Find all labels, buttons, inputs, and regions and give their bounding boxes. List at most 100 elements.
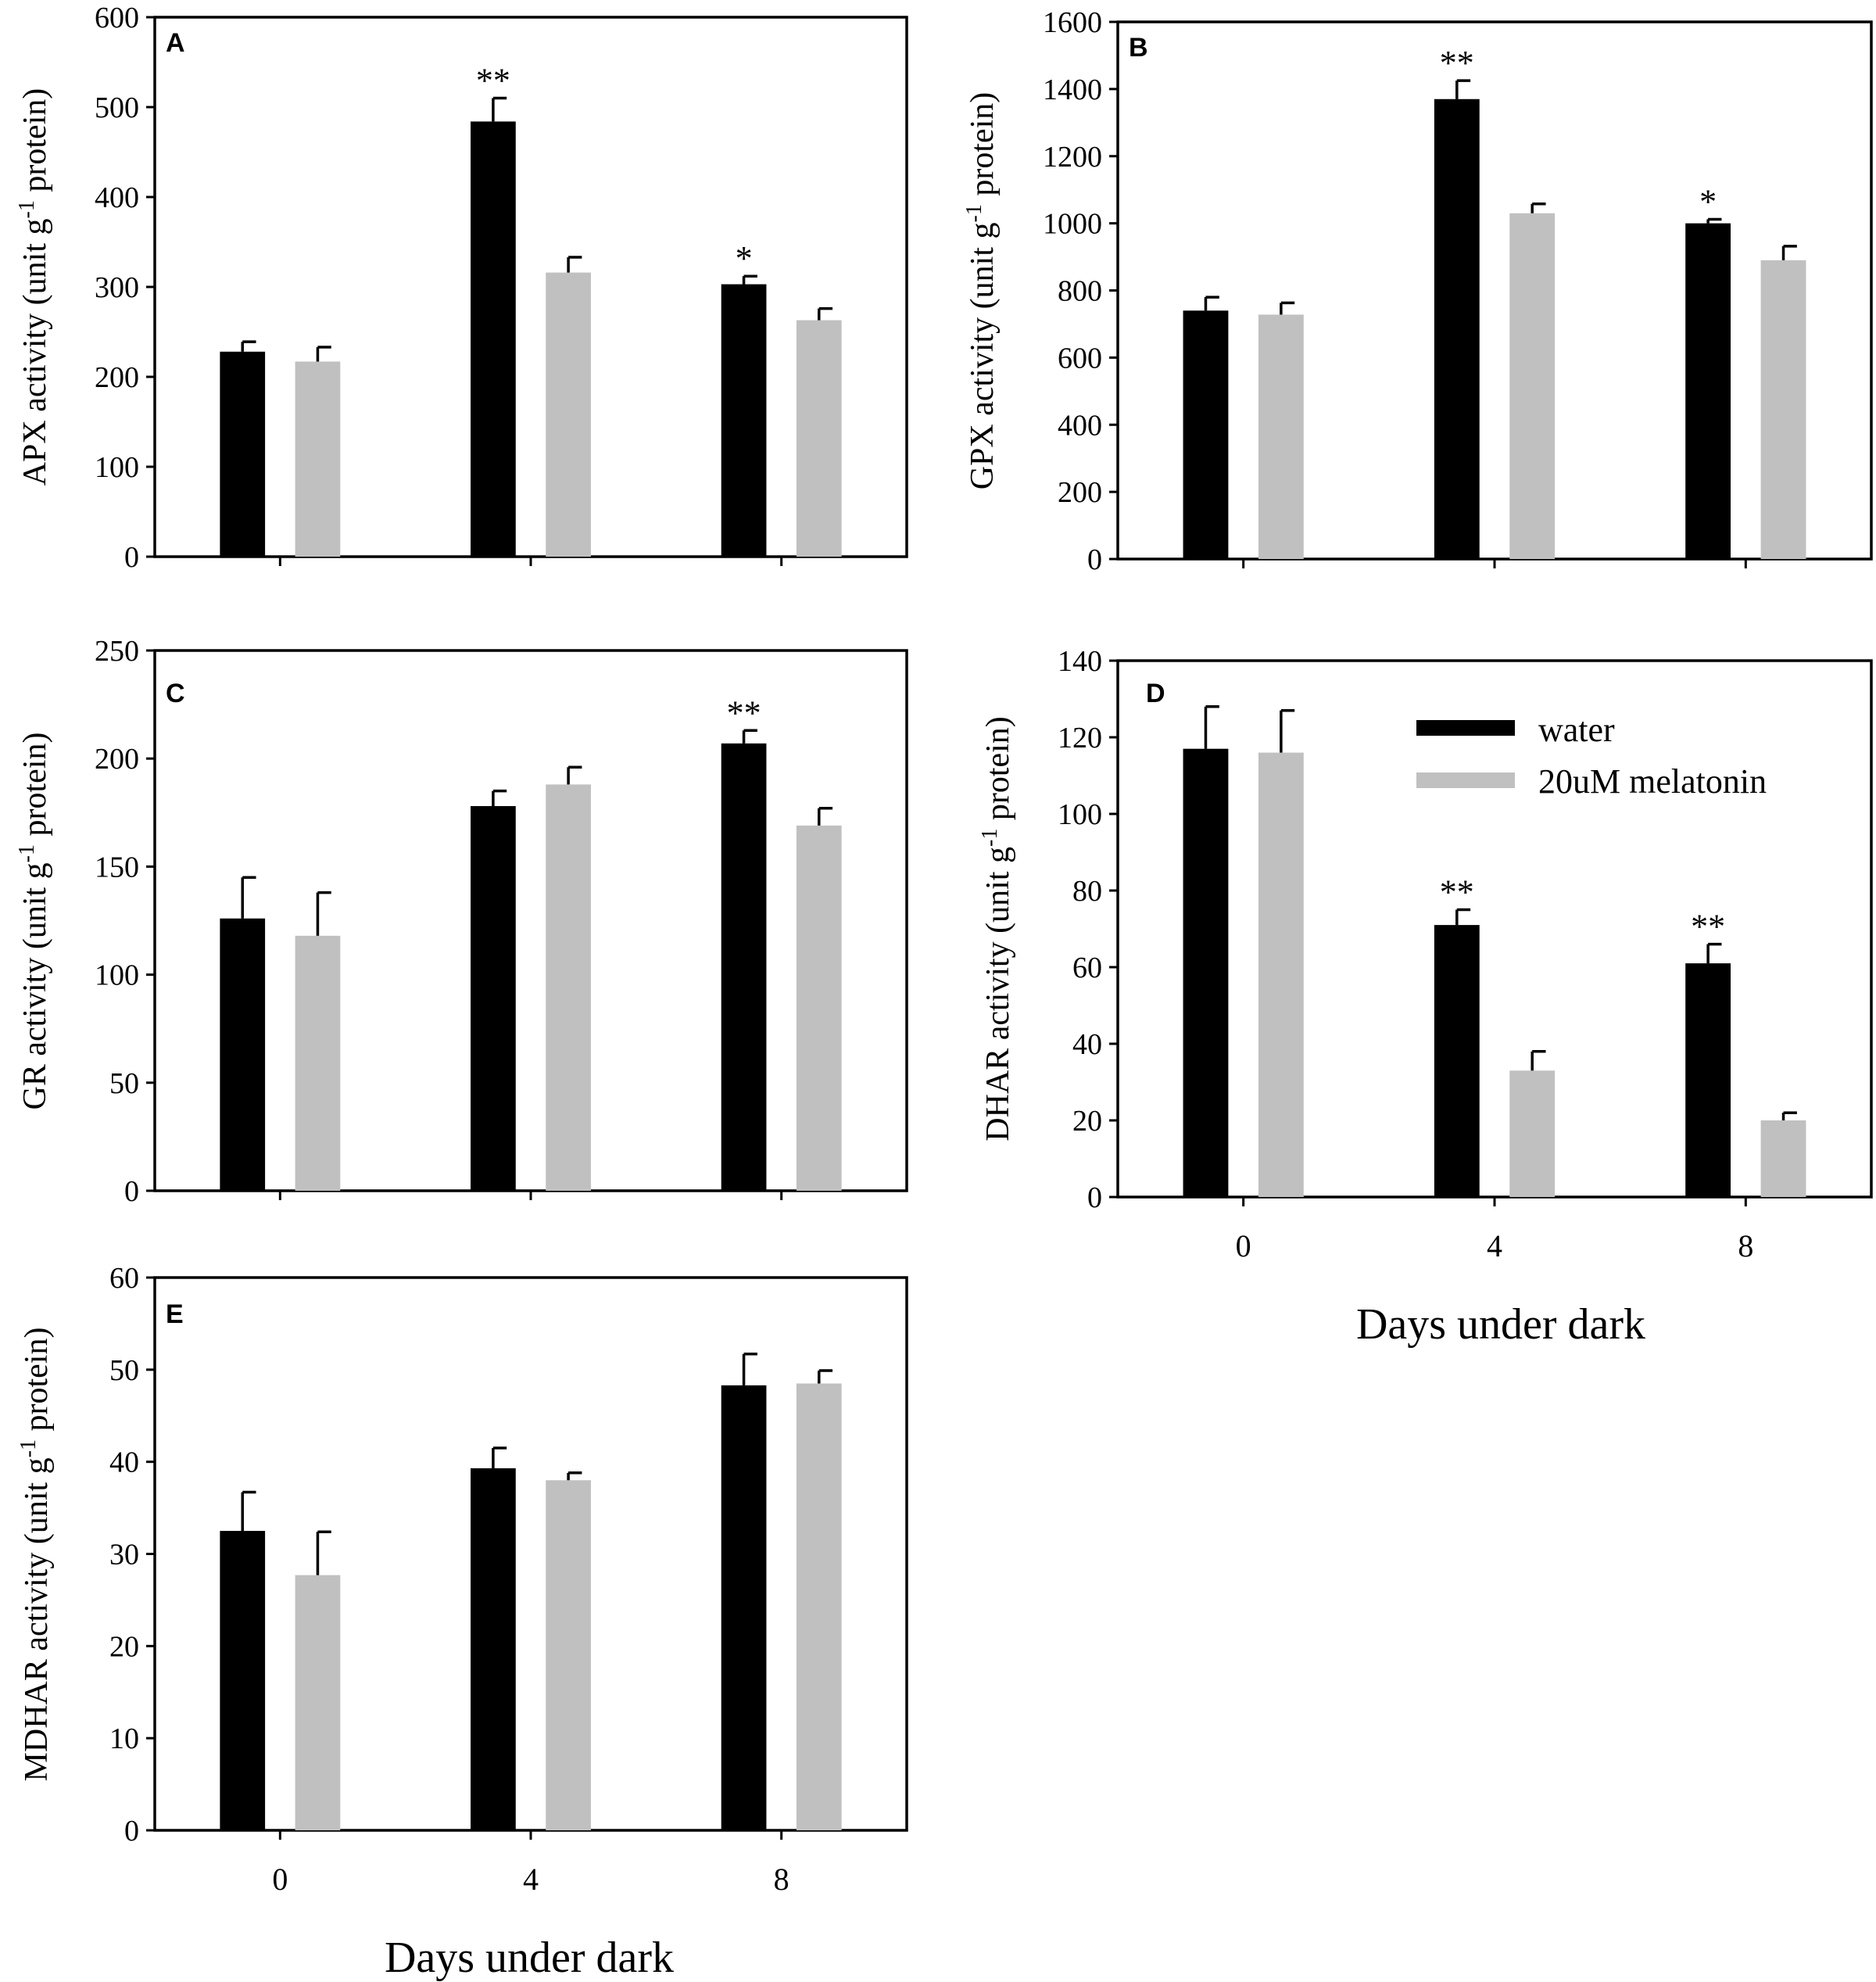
panel-letter: E bbox=[166, 1299, 184, 1329]
bar bbox=[220, 351, 266, 557]
bar bbox=[220, 1531, 266, 1830]
bar bbox=[796, 825, 842, 1191]
x-ticks bbox=[278, 1830, 783, 1840]
bar bbox=[471, 1468, 516, 1830]
legend-label-melatonin: 20uM melatonin bbox=[1538, 762, 1767, 801]
bar bbox=[546, 784, 591, 1191]
y-axis: 0 50 100 150 200 250 bbox=[95, 635, 155, 1208]
plot-frame bbox=[153, 16, 908, 558]
y-tick-label: 100 bbox=[95, 451, 139, 484]
y-tick-label: 200 bbox=[95, 743, 139, 776]
y-axis: 0 10 20 30 40 50 60 bbox=[109, 1262, 155, 1848]
bar bbox=[1434, 99, 1480, 560]
y-tick-label: 1600 bbox=[1043, 6, 1102, 39]
y-tick-label: 40 bbox=[1072, 1028, 1102, 1061]
y-tick-label: 60 bbox=[109, 1262, 139, 1295]
y-axis: 0 200 400 600 800 1000 1200 1400 1600 bbox=[1043, 6, 1118, 576]
y-tick-label: 150 bbox=[95, 851, 139, 883]
x-tick-labels: 0 4 8 bbox=[272, 1862, 789, 1897]
y-axis-label: GR activity (unit g-1 protein) bbox=[15, 733, 54, 1110]
y-tick-label: 30 bbox=[109, 1539, 139, 1572]
y-tick-label: 0 bbox=[124, 1815, 139, 1848]
x-ticks bbox=[1242, 1197, 1747, 1206]
y-tick-label: 80 bbox=[1072, 875, 1102, 908]
bar bbox=[1509, 1070, 1556, 1197]
bar bbox=[546, 272, 591, 557]
y-tick-label: 400 bbox=[95, 181, 139, 214]
x-tick-labels: 0 4 8 bbox=[1236, 1228, 1754, 1263]
bars: *** bbox=[220, 62, 842, 557]
panel-letter: C bbox=[166, 679, 185, 708]
plot-frame bbox=[153, 649, 908, 1192]
y-tick-label: 0 bbox=[124, 541, 139, 574]
y-axis: 0 100 200 300 400 500 600 bbox=[95, 2, 155, 574]
bar bbox=[1685, 223, 1731, 559]
y-tick-label: 100 bbox=[95, 959, 139, 992]
y-tick-label: 40 bbox=[109, 1446, 139, 1479]
panel-letter: D bbox=[1146, 679, 1165, 708]
y-tick-label: 1200 bbox=[1043, 141, 1102, 174]
x-tick-label: 8 bbox=[1738, 1228, 1753, 1263]
significance-mark: ** bbox=[1691, 908, 1725, 946]
bar bbox=[471, 121, 516, 557]
x-tick-label: 4 bbox=[523, 1862, 539, 1897]
plot-frame bbox=[1116, 20, 1873, 561]
bar bbox=[796, 1383, 842, 1830]
legend-swatch-melatonin bbox=[1416, 772, 1515, 788]
bar bbox=[546, 1480, 591, 1830]
bars: *** bbox=[1183, 44, 1806, 560]
y-tick-label: 500 bbox=[95, 91, 139, 124]
bar bbox=[1258, 314, 1304, 559]
x-tick-label: 8 bbox=[774, 1862, 789, 1897]
y-tick-label: 10 bbox=[109, 1722, 139, 1755]
panel-c: C 0 50 100 150 200 250 ** GR activity (unit g… bbox=[15, 635, 908, 1208]
bar bbox=[1434, 925, 1480, 1197]
bar bbox=[1760, 260, 1806, 559]
legend: water 20uM melatonin bbox=[1416, 711, 1767, 801]
x-ticks bbox=[278, 1191, 783, 1200]
significance-mark: ** bbox=[727, 694, 761, 732]
legend-label-water: water bbox=[1538, 711, 1615, 749]
y-tick-label: 300 bbox=[95, 271, 139, 304]
bars: ** bbox=[220, 694, 842, 1191]
bar bbox=[1509, 213, 1556, 559]
bar bbox=[721, 284, 767, 557]
y-tick-label: 250 bbox=[95, 635, 139, 668]
significance-mark: ** bbox=[1440, 873, 1474, 912]
bars bbox=[220, 1353, 842, 1830]
bar bbox=[295, 1575, 341, 1830]
panel-letter: B bbox=[1129, 33, 1148, 63]
y-tick-label: 800 bbox=[1058, 275, 1102, 308]
y-tick-label: 600 bbox=[1058, 342, 1102, 375]
panel-letter: A bbox=[166, 28, 185, 58]
y-tick-label: 140 bbox=[1058, 645, 1102, 678]
significance-mark: ** bbox=[476, 62, 510, 100]
y-tick-label: 50 bbox=[109, 1354, 139, 1387]
significance-mark: ** bbox=[1440, 44, 1474, 82]
y-tick-label: 20 bbox=[109, 1630, 139, 1663]
bar bbox=[295, 361, 341, 557]
plot-frame bbox=[153, 1276, 908, 1832]
significance-mark: * bbox=[736, 239, 753, 278]
y-tick-label: 120 bbox=[1058, 722, 1102, 754]
bar bbox=[1258, 752, 1304, 1197]
bar bbox=[295, 935, 341, 1191]
y-tick-label: 0 bbox=[1087, 543, 1102, 576]
y-axis: 0 20 40 60 80 100 120 140 bbox=[1058, 645, 1118, 1214]
bar bbox=[1760, 1120, 1806, 1197]
bar bbox=[220, 918, 266, 1191]
y-axis-label: GPX activity (unit g-1 protein) bbox=[962, 92, 1001, 490]
y-tick-label: 60 bbox=[1072, 952, 1102, 984]
bar bbox=[1183, 310, 1229, 559]
y-tick-label: 0 bbox=[1087, 1181, 1102, 1214]
bar bbox=[796, 320, 842, 557]
x-ticks bbox=[1242, 559, 1747, 568]
bars: ** ** bbox=[1183, 705, 1806, 1197]
y-axis-label: APX activity (unit g-1 protein) bbox=[15, 88, 54, 486]
bar bbox=[1685, 963, 1731, 1197]
y-tick-label: 20 bbox=[1072, 1105, 1102, 1138]
